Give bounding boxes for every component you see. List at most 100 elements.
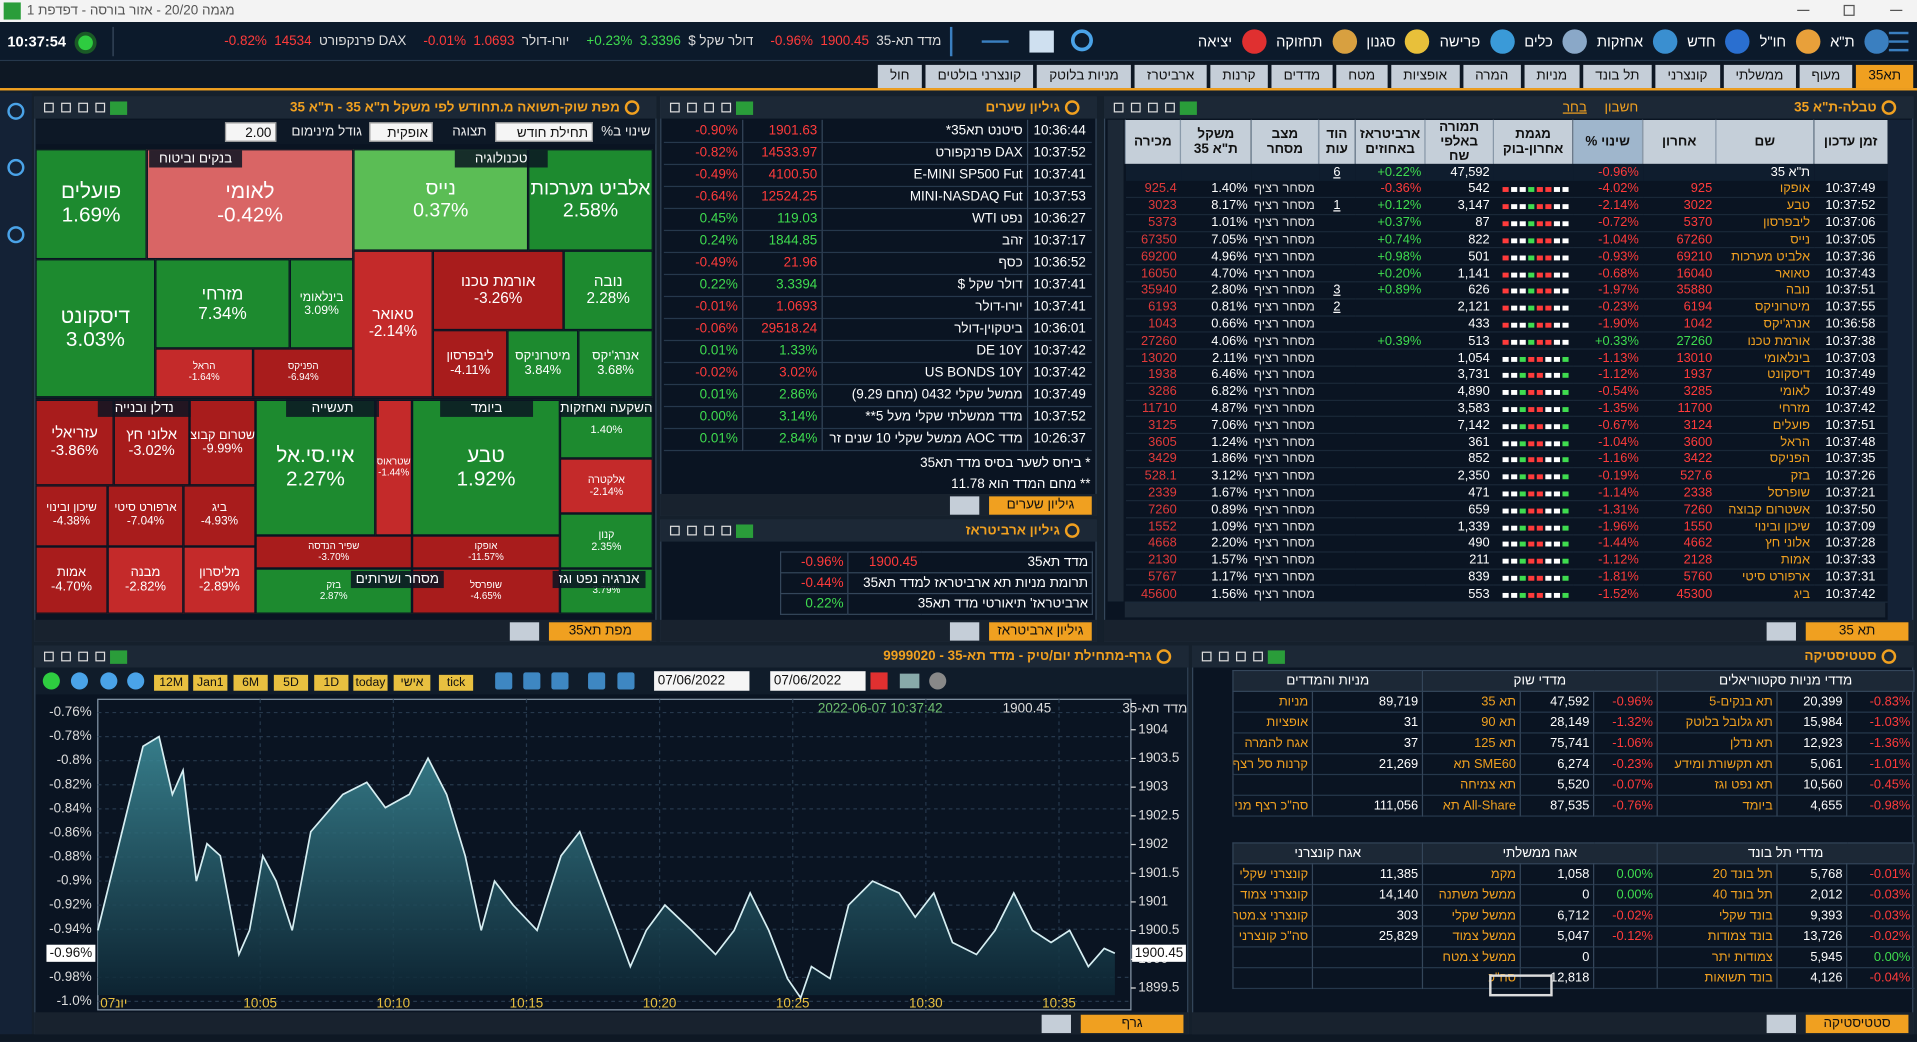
tab[interactable]: קונצרני בולטים bbox=[925, 64, 1034, 89]
menu-item[interactable]: סגנון bbox=[1366, 33, 1396, 51]
cell bbox=[1319, 586, 1356, 603]
chart-button[interactable]: 5D bbox=[273, 674, 309, 691]
trend-dot bbox=[1536, 457, 1543, 463]
chart-button[interactable]: tick bbox=[438, 674, 474, 691]
row: 10:36:44 סיטנט תא35* 1901.63 -0.90% bbox=[663, 119, 1092, 142]
chart-button[interactable]: today bbox=[353, 674, 388, 691]
cell[interactable]: שינוי % bbox=[1572, 119, 1643, 164]
menu-item[interactable]: פרישה bbox=[1439, 33, 1481, 51]
cell: תרומת מניות תא ארביטראז למדד תא35 bbox=[863, 575, 1089, 591]
tab[interactable]: מעוף bbox=[1799, 64, 1853, 89]
trend-dot bbox=[1553, 592, 1560, 598]
menu-item[interactable]: ת"א bbox=[1830, 33, 1855, 51]
cell[interactable]: משקל ת"א 35 bbox=[1179, 119, 1252, 164]
cell[interactable]: מגמת אחרון-בוק bbox=[1492, 119, 1573, 164]
footer-tab[interactable]: מפת תא35 bbox=[548, 622, 652, 641]
tile-change: 7.34% bbox=[198, 302, 247, 323]
menu-item[interactable]: אחזקות bbox=[1596, 33, 1644, 51]
add-tab-button[interactable] bbox=[1766, 1014, 1796, 1034]
tab[interactable]: חול bbox=[877, 64, 922, 89]
cell: סה"כ קונצרני bbox=[1232, 926, 1313, 947]
y2-tick-label: 1899.5 bbox=[1138, 980, 1179, 995]
window-button bbox=[95, 651, 106, 662]
tab[interactable]: מניות בלוטק bbox=[1036, 64, 1132, 89]
account-link[interactable]: בחר bbox=[1562, 100, 1587, 115]
chart-button[interactable]: Jan1 bbox=[193, 674, 228, 691]
trend-dot bbox=[1501, 390, 1509, 396]
tab[interactable]: ארביטרז bbox=[1134, 64, 1207, 89]
chart-button[interactable]: 12M bbox=[154, 674, 189, 691]
cell: תא נדלן bbox=[1656, 732, 1778, 754]
add-tab-button[interactable] bbox=[1766, 622, 1796, 641]
menu-item[interactable]: חו"ל bbox=[1759, 33, 1787, 51]
cell: -0.04% bbox=[1846, 967, 1914, 989]
trend-dot bbox=[1536, 491, 1543, 497]
cell[interactable]: תמורה באלפי שח bbox=[1424, 119, 1494, 164]
menu-item[interactable]: חדש bbox=[1687, 33, 1716, 51]
chart-button[interactable]: 1D bbox=[314, 674, 349, 691]
cell[interactable]: שם bbox=[1715, 119, 1814, 164]
tab[interactable]: תל בונד bbox=[1583, 64, 1652, 89]
date-input[interactable]: 07/06/2022 bbox=[770, 671, 866, 691]
cell: 0.81% bbox=[1211, 299, 1248, 315]
cell bbox=[1319, 383, 1356, 400]
x-tick-label: 10:30 bbox=[909, 995, 943, 1010]
control-input[interactable]: אופקית bbox=[369, 122, 433, 142]
cell[interactable]: ארביטראז באחוזים bbox=[1354, 119, 1425, 164]
trend-dot bbox=[1527, 221, 1534, 227]
cell[interactable]: מכירה bbox=[1124, 119, 1181, 164]
trend-dot bbox=[1519, 255, 1526, 261]
cell: 69210 bbox=[1676, 249, 1713, 264]
row: -0.98% 4,655 ביומד -0.76% 87,535 All-Share תא… bbox=[1232, 795, 1915, 817]
cell[interactable]: זמן עדכון bbox=[1813, 119, 1888, 164]
trend-cell bbox=[1493, 451, 1572, 468]
cell: 501 bbox=[1468, 249, 1490, 264]
footer-tab[interactable]: גרף bbox=[1080, 1014, 1184, 1034]
control-input[interactable]: 2.00 bbox=[224, 122, 277, 142]
add-tab-button[interactable] bbox=[949, 622, 980, 641]
cell: -1.44% bbox=[1598, 536, 1639, 551]
tab[interactable]: ממשלתי bbox=[1723, 64, 1796, 89]
trend-dot bbox=[1510, 373, 1517, 379]
menu-item[interactable]: יציאה bbox=[1197, 33, 1233, 51]
footer-tab[interactable]: תא 35 bbox=[1805, 622, 1909, 641]
heatmap-tile: מיטרוניקס 3.84% bbox=[507, 330, 579, 398]
refresh-icon bbox=[1156, 649, 1172, 664]
footer-tab[interactable]: סטטיסטיקה bbox=[1805, 1014, 1909, 1034]
add-tab-button[interactable] bbox=[509, 622, 540, 641]
cell: -1.35% bbox=[1598, 401, 1639, 416]
cell: 1.57% bbox=[1211, 552, 1248, 568]
cell: -1.31% bbox=[1598, 502, 1639, 517]
footer-tab[interactable]: גיליון שערים bbox=[989, 496, 1092, 515]
trend-cell bbox=[1493, 467, 1572, 484]
menu-item[interactable]: כלים bbox=[1524, 33, 1553, 51]
date-input[interactable]: 07/06/2022 bbox=[654, 671, 750, 691]
menu-item[interactable]: תחזוקה bbox=[1276, 33, 1323, 51]
trend-dot bbox=[1544, 424, 1551, 429]
tab[interactable]: קרנות bbox=[1210, 64, 1268, 89]
tab[interactable]: קונצרני bbox=[1655, 64, 1720, 89]
tab[interactable]: מטח bbox=[1336, 64, 1388, 89]
cell[interactable]: הוד עות bbox=[1317, 119, 1356, 164]
tab[interactable]: תא35 bbox=[1856, 64, 1914, 89]
chart-button[interactable]: אישי bbox=[393, 674, 431, 691]
ticker-change: -0.96% bbox=[770, 34, 814, 49]
tile-name: איי.סי.אל bbox=[276, 443, 355, 467]
tab[interactable]: מניות bbox=[1524, 64, 1580, 89]
control-input[interactable]: תחילת חודש bbox=[495, 122, 593, 142]
menu-icon bbox=[1864, 29, 1889, 54]
footer-tab[interactable]: גיליון ארביטראז bbox=[989, 622, 1092, 641]
tab[interactable]: המרה bbox=[1462, 64, 1521, 89]
trend-dot bbox=[1544, 373, 1551, 379]
cell: ביומד bbox=[1656, 795, 1778, 817]
sheet-icon bbox=[1029, 30, 1054, 53]
add-tab-button[interactable] bbox=[949, 496, 980, 515]
add-tab-button[interactable] bbox=[1041, 1014, 1071, 1034]
tab[interactable]: אופציות bbox=[1391, 64, 1460, 89]
cell[interactable]: אחרון bbox=[1641, 119, 1716, 164]
tab[interactable]: מדדים bbox=[1271, 64, 1333, 89]
chart-button[interactable]: 6M bbox=[233, 674, 268, 691]
cell[interactable]: מצב מסחר bbox=[1250, 119, 1319, 164]
trend-dot bbox=[1536, 407, 1543, 413]
quotes-panel-header bbox=[660, 96, 1097, 119]
